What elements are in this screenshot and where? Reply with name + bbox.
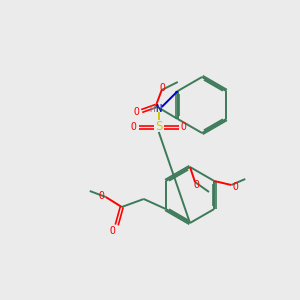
Text: O: O — [99, 191, 105, 201]
Text: O: O — [110, 226, 116, 236]
Text: O: O — [134, 107, 140, 117]
Text: O: O — [160, 83, 166, 93]
Text: H: H — [149, 104, 154, 113]
Text: O: O — [131, 122, 137, 132]
Text: O: O — [232, 182, 238, 192]
Text: S: S — [155, 121, 163, 134]
Text: O: O — [193, 180, 199, 190]
Text: O: O — [181, 122, 187, 132]
Text: N: N — [156, 104, 162, 114]
